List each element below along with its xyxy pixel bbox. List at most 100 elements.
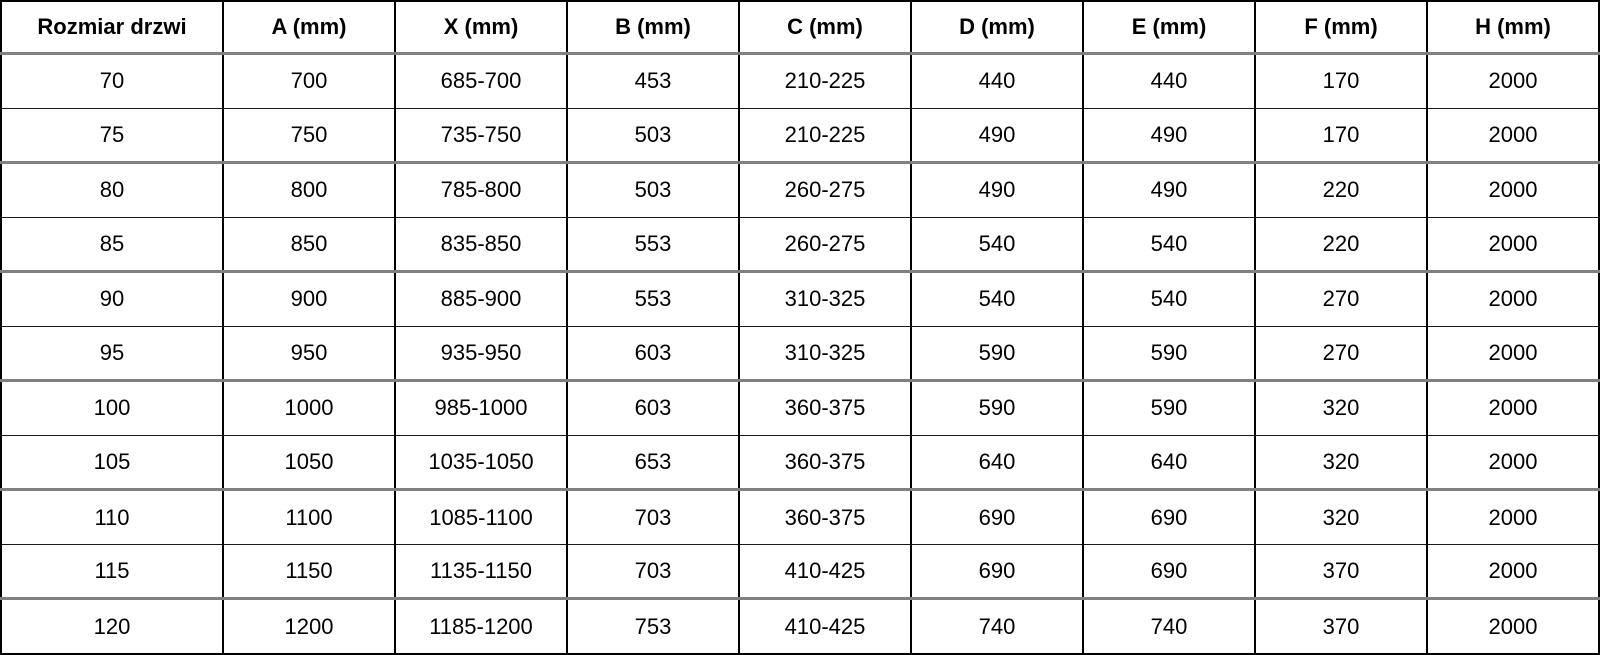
table-cell: 120 <box>0 597 224 655</box>
table-cell: 490 <box>910 107 1084 163</box>
table-row: 90 900 885-900 553 310-325 540 540 270 2000 <box>0 270 1600 327</box>
table-cell: 490 <box>1082 107 1256 163</box>
table-cell: 2000 <box>1426 52 1600 109</box>
table-cell: 2000 <box>1426 107 1600 163</box>
table-cell: 1035-1050 <box>394 434 568 490</box>
table-cell: 360-375 <box>738 379 912 436</box>
table-cell: 1185-1200 <box>394 597 568 655</box>
table-cell: 950 <box>222 325 396 381</box>
table-cell: 2000 <box>1426 488 1600 545</box>
table-cell: 750 <box>222 107 396 163</box>
table-row: 85 850 835-850 553 260-275 540 540 220 2000 <box>0 216 1600 272</box>
table-cell: 270 <box>1254 325 1428 381</box>
table-cell: 360-375 <box>738 434 912 490</box>
table-cell: 540 <box>910 216 1084 272</box>
table-cell: 320 <box>1254 488 1428 545</box>
table-cell: 70 <box>0 52 224 109</box>
table-cell: 440 <box>910 52 1084 109</box>
table-cell: 453 <box>566 52 740 109</box>
column-header: Rozmiar drzwi <box>0 0 224 55</box>
header-row: Rozmiar drzwi A (mm) X (mm) B (mm) C (mm) D (… <box>0 0 1600 55</box>
table-cell: 2000 <box>1426 543 1600 599</box>
table-row: 100 1000 985-1000 603 360-375 590 590 320 2000 <box>0 379 1600 436</box>
table-body: 70 700 685-700 453 210-225 440 440 170 2000 75 750… <box>0 52 1600 655</box>
table-cell: 1150 <box>222 543 396 599</box>
table-cell: 490 <box>1082 161 1256 218</box>
table-row: 70 700 685-700 453 210-225 440 440 170 2000 <box>0 52 1600 109</box>
table-cell: 553 <box>566 216 740 272</box>
column-header: X (mm) <box>394 0 568 55</box>
table-cell: 2000 <box>1426 270 1600 327</box>
table-cell: 703 <box>566 543 740 599</box>
table-cell: 410-425 <box>738 597 912 655</box>
table-cell: 170 <box>1254 107 1428 163</box>
table-cell: 640 <box>910 434 1084 490</box>
table-cell: 370 <box>1254 543 1428 599</box>
table-cell: 2000 <box>1426 434 1600 490</box>
column-header: H (mm) <box>1426 0 1600 55</box>
table-cell: 320 <box>1254 434 1428 490</box>
table-cell: 800 <box>222 161 396 218</box>
table-cell: 503 <box>566 161 740 218</box>
table-cell: 2000 <box>1426 379 1600 436</box>
table-cell: 690 <box>1082 488 1256 545</box>
table-cell: 735-750 <box>394 107 568 163</box>
table-cell: 603 <box>566 379 740 436</box>
column-header: F (mm) <box>1254 0 1428 55</box>
table-cell: 210-225 <box>738 52 912 109</box>
table-cell: 690 <box>910 488 1084 545</box>
table-cell: 590 <box>1082 379 1256 436</box>
table-cell: 270 <box>1254 270 1428 327</box>
column-header: B (mm) <box>566 0 740 55</box>
table-cell: 540 <box>1082 216 1256 272</box>
table-cell: 590 <box>910 325 1084 381</box>
table-cell: 2000 <box>1426 161 1600 218</box>
table-cell: 310-325 <box>738 325 912 381</box>
table-cell: 210-225 <box>738 107 912 163</box>
table-cell: 753 <box>566 597 740 655</box>
column-header: A (mm) <box>222 0 396 55</box>
table-cell: 835-850 <box>394 216 568 272</box>
table-row: 75 750 735-750 503 210-225 490 490 170 2000 <box>0 107 1600 163</box>
table-header: Rozmiar drzwi A (mm) X (mm) B (mm) C (mm) D (… <box>0 0 1600 55</box>
table-cell: 1135-1150 <box>394 543 568 599</box>
table-cell: 503 <box>566 107 740 163</box>
table-cell: 540 <box>1082 270 1256 327</box>
table-cell: 440 <box>1082 52 1256 109</box>
table-cell: 603 <box>566 325 740 381</box>
table-cell: 653 <box>566 434 740 490</box>
table-cell: 320 <box>1254 379 1428 436</box>
table-cell: 95 <box>0 325 224 381</box>
table-cell: 260-275 <box>738 216 912 272</box>
table-cell: 935-950 <box>394 325 568 381</box>
table-cell: 1100 <box>222 488 396 545</box>
table-row: 120 1200 1185-1200 753 410-425 740 740 370 2000 <box>0 597 1600 655</box>
table-cell: 690 <box>1082 543 1256 599</box>
table-cell: 1200 <box>222 597 396 655</box>
table-cell: 170 <box>1254 52 1428 109</box>
table-cell: 410-425 <box>738 543 912 599</box>
table-cell: 260-275 <box>738 161 912 218</box>
table-row: 105 1050 1035-1050 653 360-375 640 640 320 2000 <box>0 434 1600 490</box>
table-cell: 2000 <box>1426 216 1600 272</box>
table-cell: 310-325 <box>738 270 912 327</box>
column-header: D (mm) <box>910 0 1084 55</box>
column-header: C (mm) <box>738 0 912 55</box>
table-row: 80 800 785-800 503 260-275 490 490 220 2000 <box>0 161 1600 218</box>
table-cell: 740 <box>910 597 1084 655</box>
table-cell: 115 <box>0 543 224 599</box>
table-cell: 360-375 <box>738 488 912 545</box>
table-cell: 640 <box>1082 434 1256 490</box>
table-cell: 900 <box>222 270 396 327</box>
table-cell: 75 <box>0 107 224 163</box>
table-cell: 80 <box>0 161 224 218</box>
table-cell: 590 <box>1082 325 1256 381</box>
table-cell: 85 <box>0 216 224 272</box>
table-cell: 740 <box>1082 597 1256 655</box>
table-cell: 370 <box>1254 597 1428 655</box>
table-cell: 1050 <box>222 434 396 490</box>
table-cell: 1085-1100 <box>394 488 568 545</box>
table-row: 110 1100 1085-1100 703 360-375 690 690 320 2000 <box>0 488 1600 545</box>
table-cell: 703 <box>566 488 740 545</box>
